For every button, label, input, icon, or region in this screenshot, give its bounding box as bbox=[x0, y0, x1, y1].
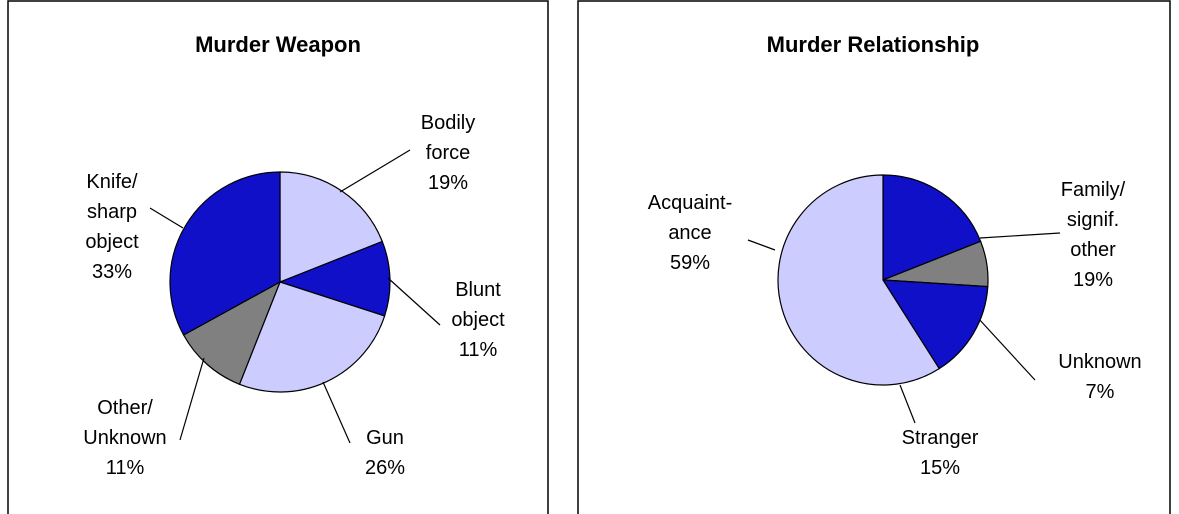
pie-slice bbox=[777, 174, 941, 386]
slice-label: Stranger 15% bbox=[885, 423, 995, 483]
leader-line bbox=[387, 277, 441, 326]
slice-label: Unknown 7% bbox=[1045, 347, 1155, 407]
pie-slice bbox=[169, 171, 281, 336]
leader-line bbox=[339, 149, 411, 193]
leader-line bbox=[979, 232, 1061, 239]
value-label: 26% bbox=[364, 457, 406, 479]
value-label: 11% bbox=[105, 457, 145, 479]
chart-title: Murder Weapon bbox=[195, 32, 361, 57]
pie-slice bbox=[881, 279, 989, 370]
leader-line bbox=[899, 384, 916, 424]
leader-line bbox=[322, 381, 351, 444]
slice-label: Family/ signif. other 19% bbox=[1053, 175, 1133, 295]
value-label: 19% bbox=[427, 172, 469, 194]
leader-line bbox=[149, 207, 184, 229]
category-label: Other/ Unknown bbox=[83, 397, 167, 449]
value-label: 59% bbox=[669, 252, 711, 274]
value-label: 33% bbox=[91, 261, 133, 283]
chart-title: Murder Relationship bbox=[766, 32, 980, 57]
pie-slice bbox=[278, 240, 391, 317]
leader-line bbox=[977, 317, 1036, 381]
value-label: 19% bbox=[1072, 269, 1114, 291]
slice-label: Acquaint-ance 59% bbox=[640, 188, 740, 278]
leader-line bbox=[179, 357, 205, 441]
panel-border bbox=[7, 0, 549, 514]
slice-label: Blunt object 11% bbox=[433, 275, 523, 365]
value-label: 7% bbox=[1085, 381, 1115, 403]
pie-slice bbox=[882, 174, 982, 281]
value-label: 15% bbox=[919, 457, 961, 479]
panel-border bbox=[577, 0, 1171, 514]
slice-label: Other/ Unknown 11% bbox=[70, 393, 180, 483]
slice-label: Knife/ sharp object 33% bbox=[72, 167, 152, 287]
slice-label: Bodily force 19% bbox=[408, 108, 488, 198]
slice-label: Gun 26% bbox=[345, 423, 425, 483]
category-label: Gun bbox=[366, 427, 404, 449]
category-label: Bodily force bbox=[420, 112, 476, 164]
pie-slice bbox=[182, 280, 282, 386]
category-label: Acquaint-ance bbox=[647, 192, 733, 244]
pie-slice bbox=[238, 281, 386, 393]
value-label: 11% bbox=[458, 339, 498, 361]
leader-line bbox=[747, 239, 776, 251]
category-label: Family/ signif. other bbox=[1060, 179, 1126, 261]
category-label: Stranger bbox=[901, 427, 979, 449]
category-label: Knife/ sharp object bbox=[85, 171, 139, 253]
category-label: Unknown bbox=[1058, 351, 1142, 373]
category-label: Blunt object bbox=[451, 279, 505, 331]
